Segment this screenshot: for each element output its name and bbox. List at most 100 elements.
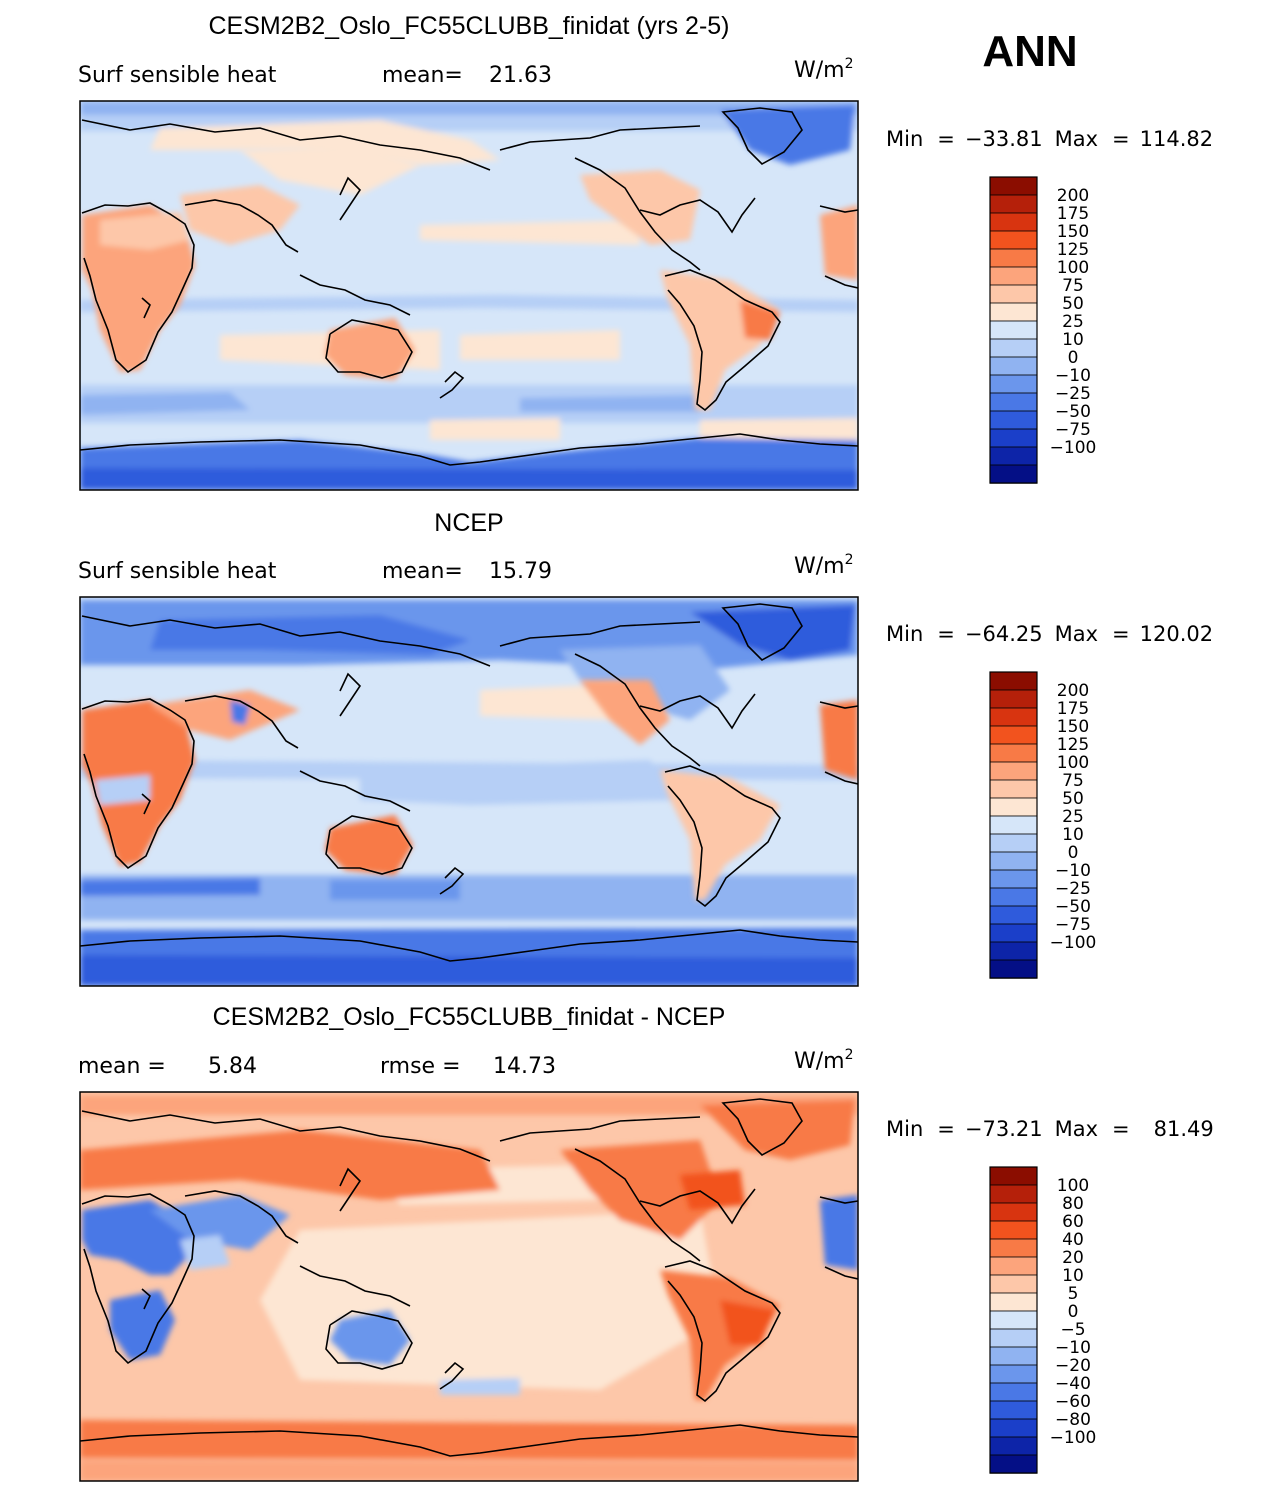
colorbar-box xyxy=(989,1292,1038,1312)
colorbar-tick-label: 100 xyxy=(1057,258,1089,278)
colorbar-tick-label: −100 xyxy=(1050,1428,1097,1448)
map-field xyxy=(80,1092,858,1481)
colorbar-box xyxy=(989,1274,1038,1294)
colorbar-box xyxy=(989,779,1038,799)
colorbar-tick-label: 0 xyxy=(1068,843,1079,863)
colorbar-tick-label: −25 xyxy=(1055,879,1091,899)
colorbar-tick-label: −50 xyxy=(1055,897,1091,917)
colorbar-box xyxy=(989,707,1038,727)
colorbar-box xyxy=(989,671,1038,691)
colorbar-box xyxy=(989,1382,1038,1402)
colorbar-box xyxy=(989,851,1038,871)
mean-value: 15.79 xyxy=(489,559,552,584)
colorbar-box xyxy=(989,959,1038,979)
colorbar-box xyxy=(989,266,1038,286)
colorbar-box xyxy=(989,887,1038,907)
colorbar-box xyxy=(989,356,1038,376)
variable-label: Surf sensible heat xyxy=(78,559,277,584)
colorbar-tick-label: 125 xyxy=(1057,240,1089,260)
colorbar-tick-label: 100 xyxy=(1057,753,1089,773)
mean-value: 5.84 xyxy=(208,1054,257,1079)
colorbar-tick-label: 200 xyxy=(1057,681,1089,701)
coastlines xyxy=(80,1098,858,1457)
colorbar-tick-label: 20 xyxy=(1062,1248,1084,1268)
units-label: W/m2 xyxy=(794,552,854,579)
panel-observations: NCEP Surf sensible heat mean= 15.79 W/m2 xyxy=(78,509,1213,987)
colorbar-tick-label: −80 xyxy=(1055,1410,1091,1430)
colorbar-box xyxy=(989,410,1038,430)
colorbar-tick-label: 75 xyxy=(1062,771,1084,791)
colorbar-box xyxy=(989,941,1038,961)
panel-title: NCEP xyxy=(434,509,503,537)
coastlines xyxy=(80,107,858,466)
units-label: W/m2 xyxy=(794,1047,854,1074)
rmse-label: rmse = xyxy=(380,1054,461,1079)
colorbar-box xyxy=(989,1310,1038,1330)
colorbar-tick-label: 200 xyxy=(1057,186,1089,206)
colorbar-tick-label: 5 xyxy=(1068,1284,1079,1304)
colorbar-tick-label: −60 xyxy=(1055,1392,1091,1412)
colorbar-box xyxy=(989,428,1038,448)
colorbar-tick-label: 50 xyxy=(1062,789,1084,809)
colorbar-tick-label: 0 xyxy=(1068,348,1079,368)
colorbar-box xyxy=(989,1454,1038,1474)
colorbar-tick-label: 60 xyxy=(1062,1212,1084,1232)
colorbar-box xyxy=(989,1256,1038,1276)
colorbar-box xyxy=(989,1436,1038,1456)
map-field xyxy=(80,101,858,490)
colorbar-box xyxy=(989,725,1038,745)
colorbar-box xyxy=(989,743,1038,763)
map-field xyxy=(80,597,858,986)
colorbar-tick-label: −25 xyxy=(1055,384,1091,404)
colorbar-box xyxy=(989,464,1038,484)
colorbar-box xyxy=(989,230,1038,250)
map-frame xyxy=(79,100,859,491)
colorbar-box xyxy=(989,284,1038,304)
colorbar-tick-label: −10 xyxy=(1055,366,1091,386)
colorbar-box xyxy=(989,905,1038,925)
colorbar-tick-label: −20 xyxy=(1055,1356,1091,1376)
colorbar-tick-label: −10 xyxy=(1055,861,1091,881)
colorbar-box xyxy=(989,761,1038,781)
colorbar-box xyxy=(989,833,1038,853)
colorbar-tick-label: −100 xyxy=(1050,933,1097,953)
colorbar-box xyxy=(989,446,1038,466)
min-max-readout: Min = −73.21 Max = 81.49 xyxy=(886,1117,1214,1141)
colorbar-tick-label: 25 xyxy=(1062,312,1084,332)
colorbar-box xyxy=(989,1346,1038,1366)
colorbar-box xyxy=(989,815,1038,835)
colorbar-box xyxy=(989,1166,1038,1186)
colorbar-box xyxy=(989,374,1038,394)
colorbar-box xyxy=(989,1220,1038,1240)
colorbar-box xyxy=(989,923,1038,943)
colorbar-box xyxy=(989,689,1038,709)
colorbar-tick-label: −50 xyxy=(1055,402,1091,422)
season-label: ANN xyxy=(982,27,1077,76)
colorbar-tick-label: 10 xyxy=(1062,825,1084,845)
colorbar-box xyxy=(989,869,1038,889)
panel-difference: CESM2B2_Oslo_FC55CLUBB_finidat - NCEP me… xyxy=(78,1003,1214,1482)
colorbar-box xyxy=(989,1202,1038,1222)
colorbar-tick-label: 50 xyxy=(1062,294,1084,314)
colorbar-box xyxy=(989,338,1038,358)
panel-model: CESM2B2_Oslo_FC55CLUBB_finidat (yrs 2-5)… xyxy=(78,12,1213,491)
colorbar-tick-label: −75 xyxy=(1055,420,1091,440)
colorbar-box xyxy=(989,1328,1038,1348)
units-label: W/m2 xyxy=(794,56,854,83)
colorbar-frame xyxy=(989,671,1038,979)
colorbar-tick-label: 150 xyxy=(1057,717,1089,737)
colorbar-box xyxy=(989,1418,1038,1438)
colorbar-tick-label: 10 xyxy=(1062,1266,1084,1286)
colorbar-tick-label: −100 xyxy=(1050,438,1097,458)
colorbar-box xyxy=(989,1238,1038,1258)
mean-label: mean= xyxy=(382,63,463,88)
colorbar-box xyxy=(989,320,1038,340)
colorbar-box xyxy=(989,1400,1038,1420)
colorbar-box xyxy=(989,302,1038,322)
colorbar-tick-label: −40 xyxy=(1055,1374,1091,1394)
colorbar-box xyxy=(989,176,1038,196)
